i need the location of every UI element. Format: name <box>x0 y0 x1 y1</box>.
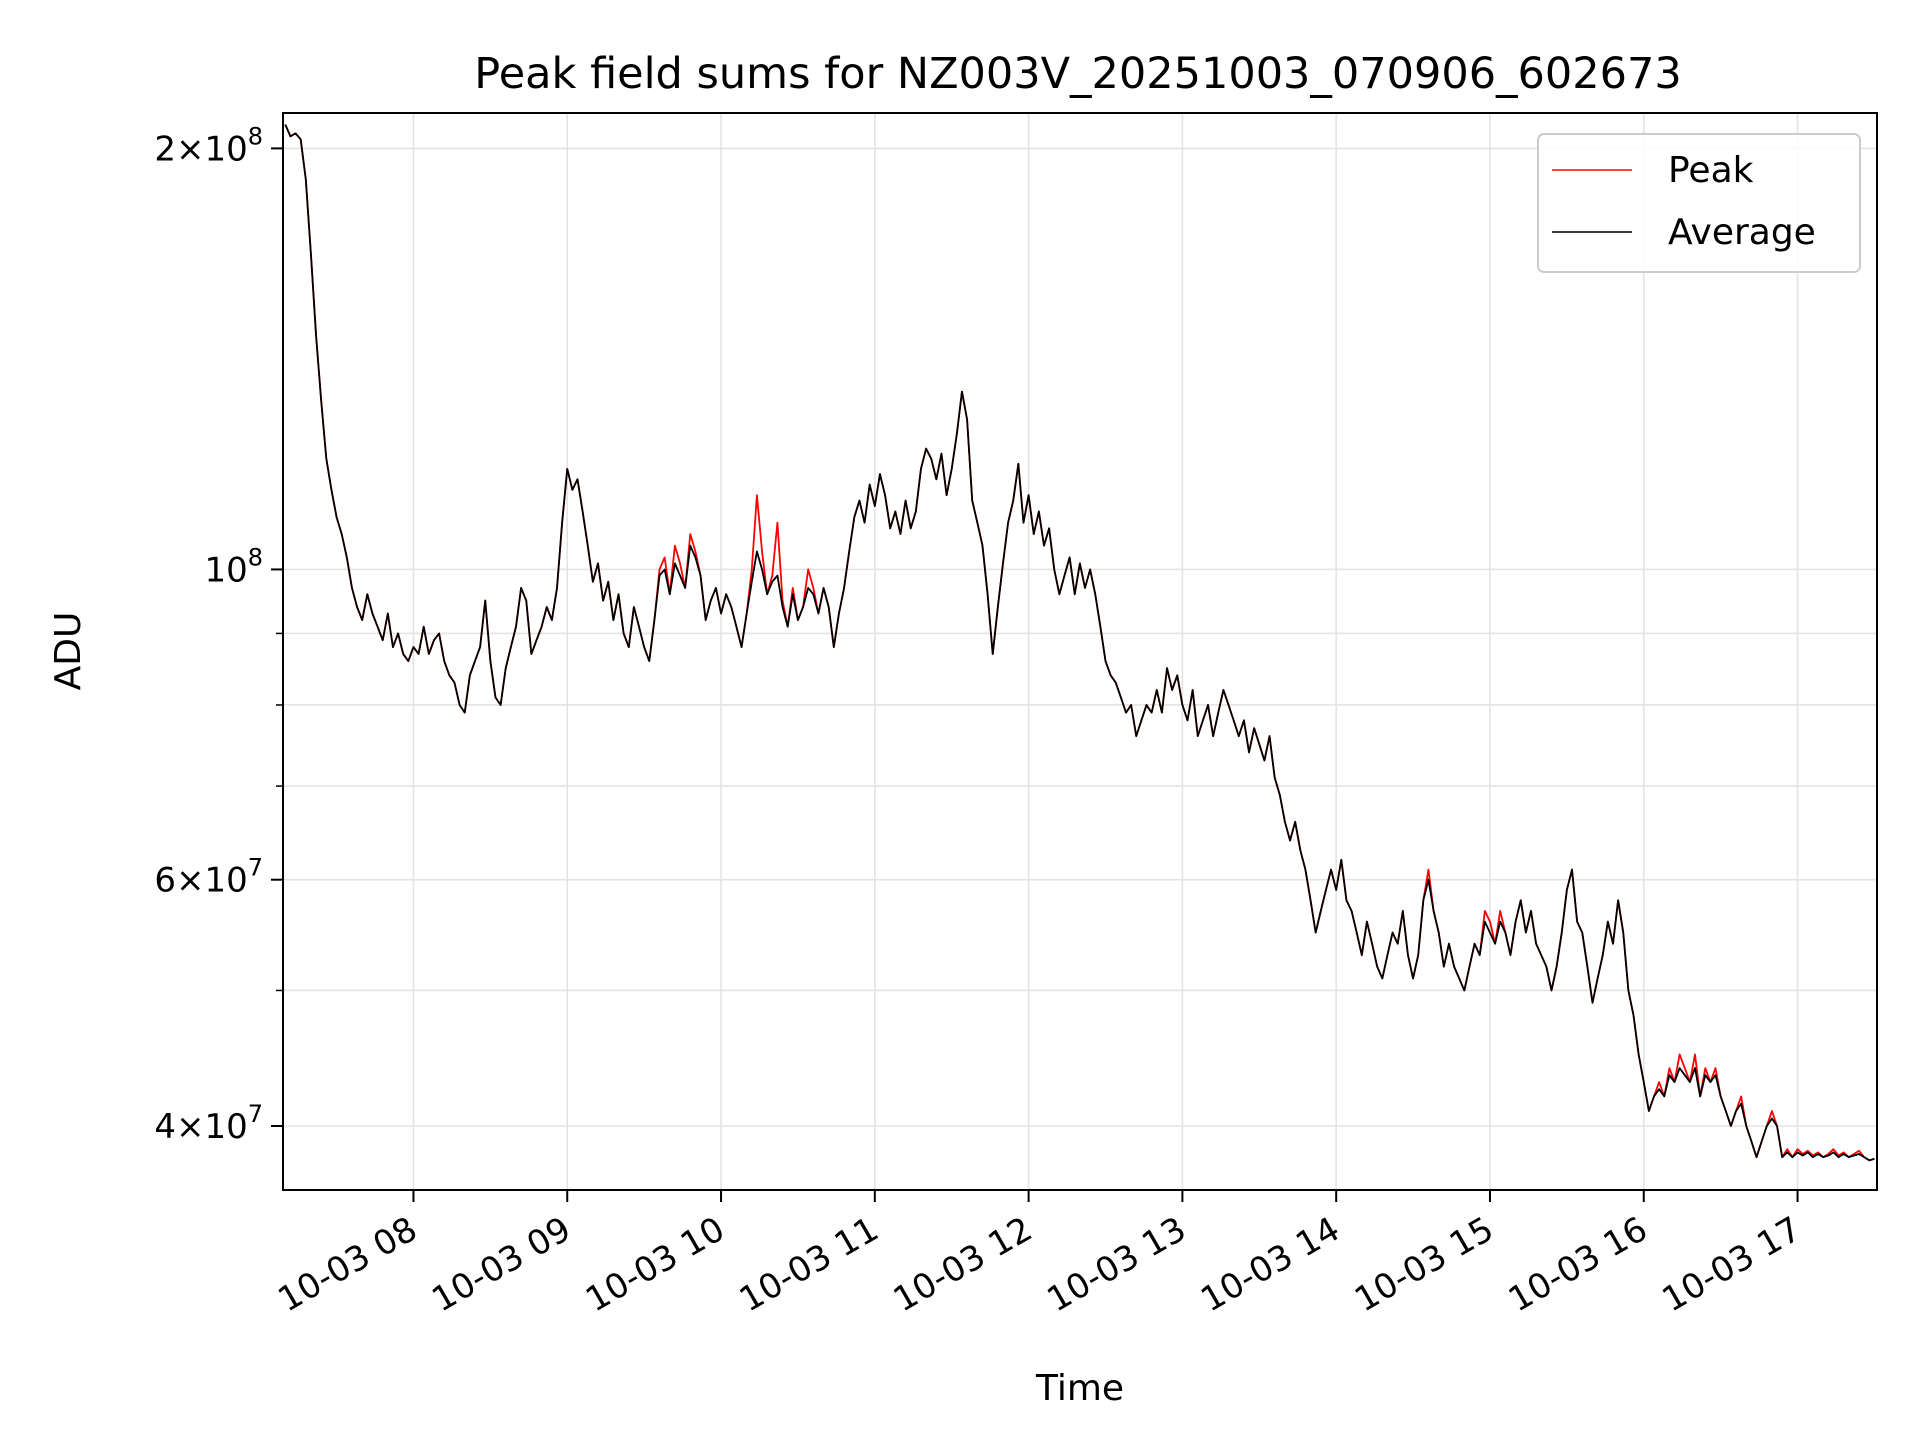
chart-title: Peak field sums for NZ003V_20251003_0709… <box>474 49 1681 99</box>
legend: Peak Average <box>1537 133 1861 273</box>
plot-frame <box>282 112 1878 1191</box>
y-tick-label: 2×108 <box>154 122 263 169</box>
grid-layer <box>283 113 1877 1190</box>
legend-box <box>1537 133 1861 273</box>
series-layer <box>284 124 1875 1162</box>
y-axis-label: ADU <box>48 612 89 691</box>
legend-label-average: Average <box>1668 212 1816 253</box>
series-line-average <box>284 124 1875 1162</box>
y-tick-label: 108 <box>204 543 263 590</box>
x-axis-label: Time <box>1035 1368 1124 1409</box>
y-axis-ticks: 4×107 6×107 108 2×108 <box>154 122 283 1147</box>
y-tick-label: 4×107 <box>154 1100 263 1147</box>
y-tick-label: 6×107 <box>154 854 263 901</box>
legend-label-peak: Peak <box>1668 150 1754 191</box>
